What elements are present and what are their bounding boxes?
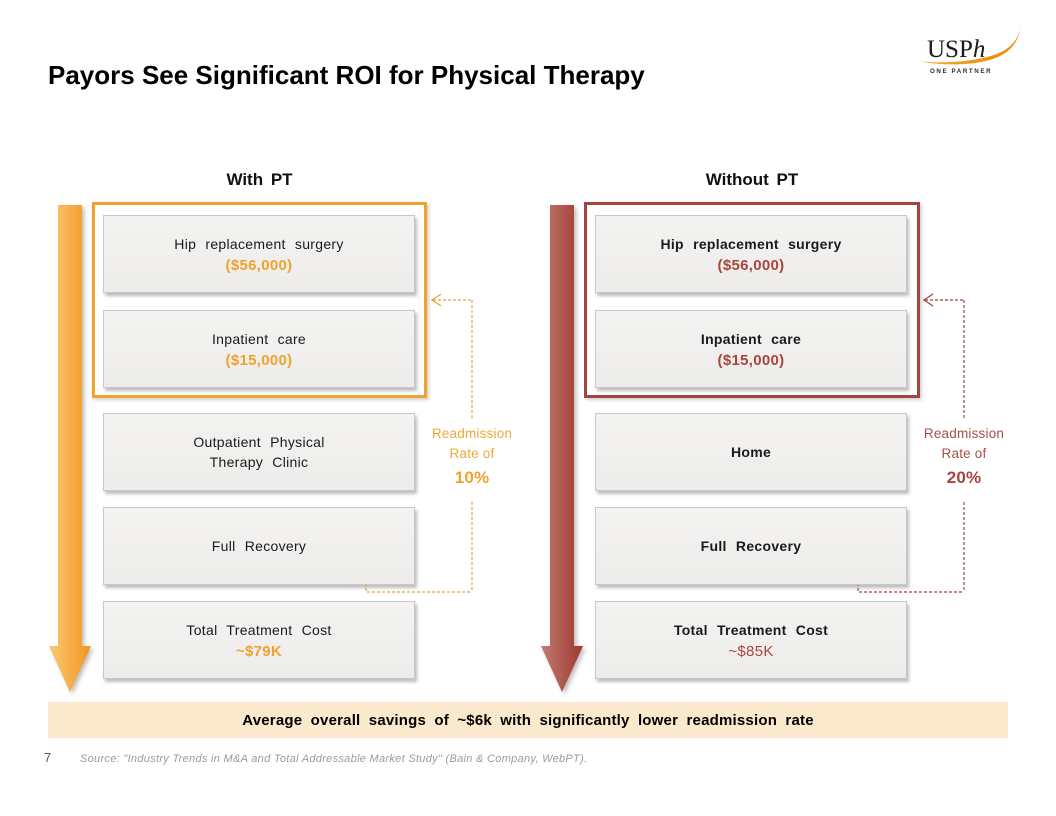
flow-box-inpatient-care-with-pt: Inpatient care ($15,000) — [103, 310, 415, 388]
flow-box-full-recovery-without-pt: Full Recovery — [595, 507, 907, 585]
box-value: ($56,000) — [717, 256, 785, 274]
flow-box-total-cost-with-pt: Total Treatment Cost ~$79K — [103, 601, 415, 679]
flow-box-home: Home — [595, 413, 907, 491]
readmission-rate-label-without-pt: Readmission Rate of 20% — [903, 424, 1025, 491]
page-number: 7 — [44, 750, 52, 765]
hospital-group-outline-without-pt — [584, 202, 920, 398]
box-label: Home — [730, 443, 772, 460]
readmission-rate-value: 10% — [454, 468, 490, 488]
flow-box-outpatient-pt-clinic: Outpatient Physical Therapy Clinic — [103, 413, 415, 491]
page-title: Payors See Significant ROI for Physical … — [48, 60, 645, 90]
column-header-with-pt: With PT — [226, 170, 293, 189]
box-value: ($56,000) — [225, 256, 293, 274]
with-pt-down-arrow-icon — [49, 205, 91, 692]
readmission-arrowhead-right-icon — [922, 293, 934, 307]
flow-box-inpatient-care-without-pt: Inpatient care ($15,000) — [595, 310, 907, 388]
box-label: Hip replacement surgery — [660, 236, 842, 253]
column-header-without-pt: Without PT — [705, 170, 799, 189]
box-label: Inpatient care — [211, 331, 307, 348]
box-value: ($15,000) — [225, 351, 293, 369]
box-value: ($15,000) — [717, 351, 785, 369]
source-note: Source: "Industry Trends in M&A and Tota… — [80, 753, 588, 765]
flow-box-full-recovery-with-pt: Full Recovery — [103, 507, 415, 585]
box-label: Total Treatment Cost — [673, 622, 829, 639]
logo-swoosh-icon — [918, 29, 1020, 65]
box-label: Full Recovery — [211, 537, 307, 554]
logo-wordmark: USPh — [927, 36, 985, 63]
readmission-line1: Readmission — [923, 426, 1005, 441]
readmission-line2: Rate of — [449, 445, 495, 461]
usph-logo: USPh ONE PARTNER — [918, 29, 1020, 75]
readmission-line2: Rate of — [941, 445, 987, 461]
readmission-rate-label-with-pt: Readmission Rate of 10% — [411, 424, 533, 491]
box-value: ~$79K — [235, 642, 283, 660]
logo-tagline: ONE PARTNER — [930, 68, 992, 75]
box-label: Hip replacement surgery — [174, 236, 344, 253]
box-value: ~$85K — [728, 642, 774, 660]
box-label: Outpatient Physical Therapy Clinic — [193, 433, 325, 470]
flow-box-hip-replacement-without-pt: Hip replacement surgery ($56,000) — [595, 215, 907, 293]
readmission-rate-value: 20% — [946, 468, 982, 488]
box-label: Full Recovery — [700, 537, 802, 554]
box-label: Inpatient care — [700, 331, 802, 348]
summary-banner: Average overall savings of ~$6k with sig… — [48, 702, 1008, 738]
without-pt-down-arrow-icon — [541, 205, 583, 692]
readmission-arrowhead-left-icon — [430, 293, 442, 307]
hospital-group-outline-with-pt — [92, 202, 427, 398]
flow-box-total-cost-without-pt: Total Treatment Cost ~$85K — [595, 601, 907, 679]
readmission-line1: Readmission — [431, 426, 513, 441]
flow-box-hip-replacement-with-pt: Hip replacement surgery ($56,000) — [103, 215, 415, 293]
box-label: Total Treatment Cost — [186, 622, 332, 639]
